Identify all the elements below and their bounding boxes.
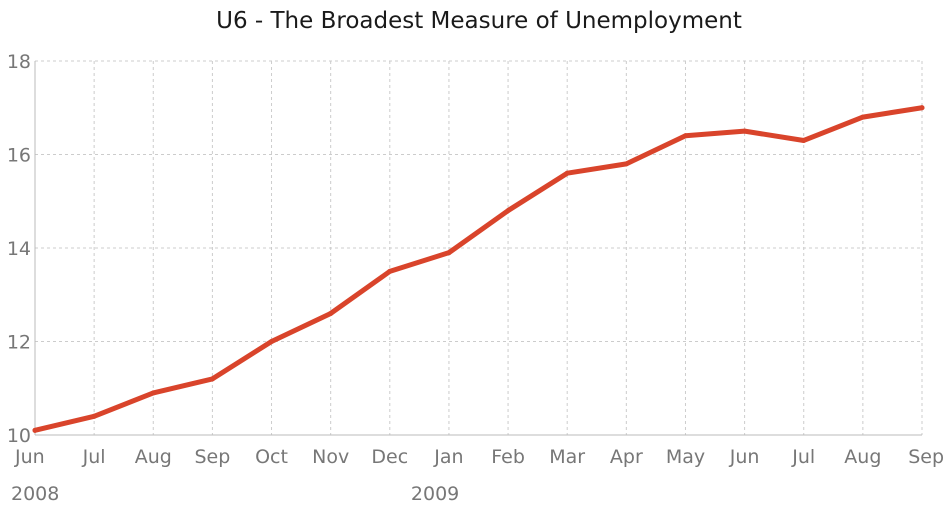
data-point xyxy=(387,268,393,274)
data-point xyxy=(91,413,97,419)
data-point xyxy=(446,250,452,256)
y-tick-label: 10 xyxy=(7,425,31,447)
x-tick-label: Oct xyxy=(255,446,288,468)
x-axis-tick-labels: Jun Jul Aug Sep Oct Nov Dec Jan Feb Mar Apr May Jun J… xyxy=(14,446,944,468)
x-tick-label: Jun xyxy=(14,446,45,468)
x-tick-label: Feb xyxy=(491,446,525,468)
grid xyxy=(34,60,923,435)
data-point xyxy=(860,114,866,120)
x-tick-label: Jul xyxy=(82,446,106,468)
data-point xyxy=(150,390,156,396)
data-point xyxy=(269,339,275,344)
x-tick-label: Dec xyxy=(371,446,408,468)
chart-title: U6 - The Broadest Measure of Unemploymen… xyxy=(216,8,742,34)
x-tick-label: Aug xyxy=(844,446,881,468)
year-label: 2008 xyxy=(11,483,59,505)
x-tick-label: Sep xyxy=(908,446,944,468)
series-layer xyxy=(32,105,925,433)
y-tick-label: 16 xyxy=(7,145,31,167)
year-labels: 2008 2009 xyxy=(11,483,459,505)
data-point xyxy=(505,208,511,214)
data-point xyxy=(801,137,807,143)
y-tick-label: 18 xyxy=(7,51,31,73)
x-tick-label: Sep xyxy=(194,446,230,468)
data-point xyxy=(919,105,925,111)
x-tick-label: Jul xyxy=(791,446,815,468)
year-label: 2009 xyxy=(411,483,459,505)
x-tick-label: May xyxy=(666,446,705,468)
y-tick-label: 12 xyxy=(7,332,31,354)
x-tick-label: Nov xyxy=(312,446,349,468)
y-axis-tick-labels: 10 12 14 16 18 xyxy=(7,51,31,447)
y-tick-label: 14 xyxy=(7,238,31,260)
x-tick-label: Jan xyxy=(433,446,463,468)
data-points xyxy=(32,105,925,433)
data-point xyxy=(328,310,334,316)
data-point xyxy=(564,170,570,176)
data-point xyxy=(209,376,215,382)
series-line xyxy=(32,105,925,433)
x-tick-label: Apr xyxy=(610,446,643,468)
data-point xyxy=(742,128,748,134)
data-point xyxy=(623,161,629,167)
data-point xyxy=(682,133,688,139)
x-tick-label: Jun xyxy=(729,446,760,468)
x-tick-label: Mar xyxy=(549,446,585,468)
axes xyxy=(34,61,922,436)
data-point xyxy=(32,427,38,433)
x-tick-label: Aug xyxy=(135,446,172,468)
